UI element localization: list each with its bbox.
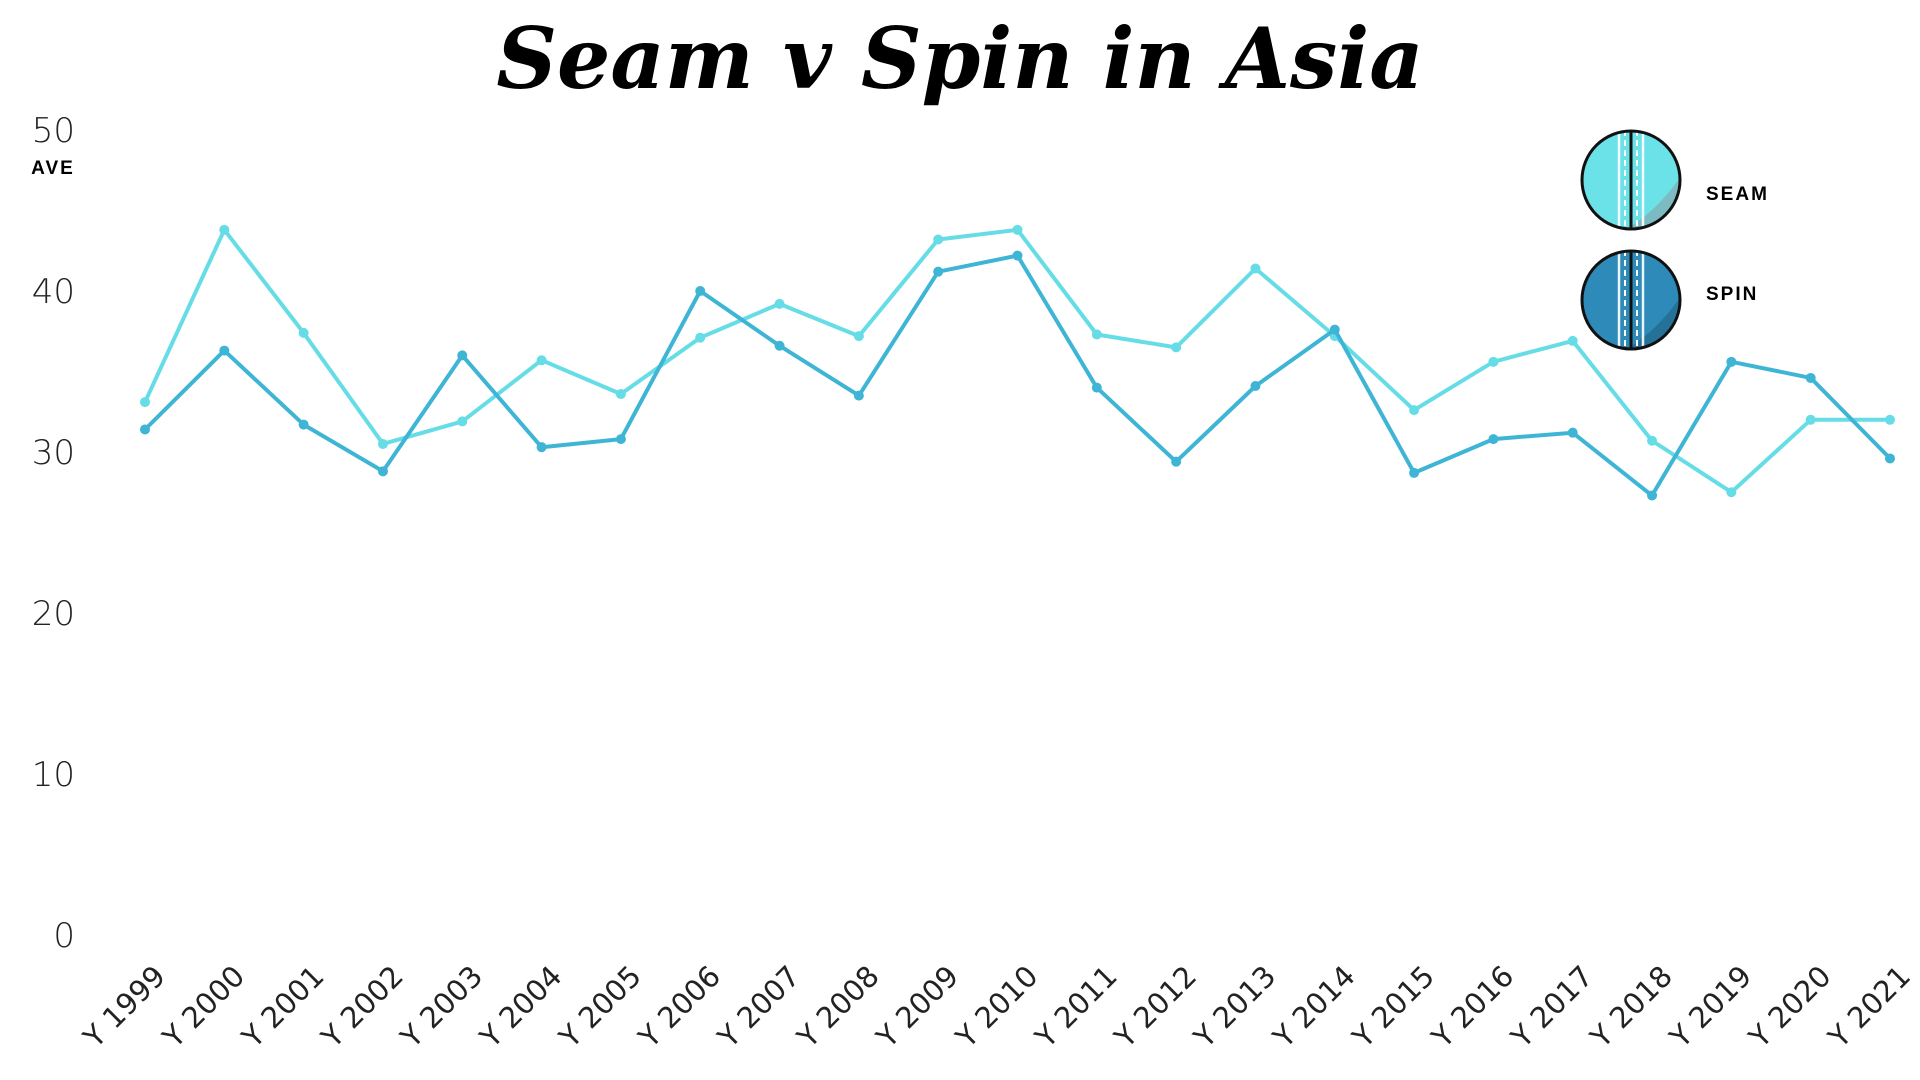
x-tick-label: Y 2001 <box>235 959 331 1055</box>
data-point-spin <box>1885 453 1895 464</box>
chart-title: Seam v Spin in Asia <box>496 9 1423 108</box>
data-point-spin <box>1647 490 1658 501</box>
data-point-spin <box>1567 427 1578 438</box>
spin-ball-icon <box>1580 249 1682 351</box>
x-tick-label: Y 2003 <box>393 959 489 1055</box>
data-point-spin <box>853 390 864 401</box>
x-tick-label: Y 2006 <box>631 959 727 1055</box>
x-tick-label: Y 2000 <box>155 959 251 1055</box>
data-point-spin <box>933 266 944 277</box>
data-point-spin <box>219 345 230 356</box>
data-point-seam <box>1409 405 1420 416</box>
x-tick-label: Y 2009 <box>869 959 965 1055</box>
data-point-seam <box>1488 356 1499 367</box>
data-point-seam <box>1567 335 1578 346</box>
data-point-seam <box>1647 435 1658 446</box>
x-tick-label: Y 2018 <box>1583 959 1679 1055</box>
data-point-seam <box>140 397 150 408</box>
y-axis-label: AVE <box>31 158 75 179</box>
x-tick-label: Y 2010 <box>948 959 1044 1055</box>
data-point-seam <box>1012 224 1023 235</box>
x-tick-label: Y 2012 <box>1107 959 1203 1055</box>
x-tick-label: Y 2004 <box>473 959 569 1055</box>
data-point-seam <box>1171 342 1182 353</box>
y-tick-label: 50 <box>32 111 75 151</box>
data-point-spin <box>695 286 706 296</box>
data-point-seam <box>615 389 626 400</box>
data-point-spin <box>1091 382 1102 393</box>
data-point-spin <box>615 434 626 445</box>
data-point-spin <box>298 419 309 430</box>
x-tick-label: Y 2011 <box>1028 959 1124 1055</box>
data-point-spin <box>774 340 785 351</box>
series-seam <box>140 224 1895 498</box>
x-tick-label: Y 2017 <box>1504 959 1600 1055</box>
legend: SEAM SPIN <box>1580 129 1769 351</box>
data-point-seam <box>774 298 785 309</box>
data-point-seam <box>1250 263 1261 274</box>
series-spin <box>140 250 1895 501</box>
data-point-seam <box>1805 414 1816 425</box>
data-point-spin <box>536 442 547 453</box>
y-tick-label: 10 <box>32 755 75 795</box>
x-tick-label: Y 2007 <box>711 959 807 1055</box>
data-point-spin <box>377 466 388 477</box>
legend-label-seam: SEAM <box>1706 184 1769 205</box>
data-point-spin <box>140 424 150 435</box>
y-axis-ticks: 0 10 20 30 40 50 <box>32 111 75 956</box>
data-point-spin <box>1409 467 1420 478</box>
data-point-seam <box>853 331 864 342</box>
x-tick-label: Y 2005 <box>552 959 648 1055</box>
data-point-spin <box>1805 372 1816 383</box>
data-point-seam <box>298 327 309 338</box>
data-point-seam <box>536 355 547 366</box>
x-tick-label: Y 2021 <box>1821 959 1917 1055</box>
data-point-seam <box>1726 487 1737 498</box>
x-tick-label: Y 2014 <box>1266 959 1362 1055</box>
data-point-seam <box>933 234 944 245</box>
data-point-seam <box>1885 414 1895 425</box>
y-tick-label: 20 <box>32 594 75 634</box>
data-point-spin <box>457 350 468 361</box>
x-tick-label: Y 2019 <box>1662 959 1758 1055</box>
data-point-spin <box>1171 456 1182 467</box>
data-point-seam <box>695 332 706 343</box>
x-tick-label: Y 2015 <box>1345 959 1441 1055</box>
series-layer <box>140 224 1895 501</box>
data-point-seam <box>457 416 468 427</box>
x-tick-label: Y 2008 <box>790 959 886 1055</box>
data-point-seam <box>219 224 230 235</box>
x-tick-label: Y 2013 <box>1186 959 1282 1055</box>
y-tick-label: 0 <box>53 916 75 956</box>
data-point-spin <box>1012 250 1023 261</box>
data-point-spin <box>1329 324 1340 335</box>
data-point-seam <box>377 438 388 449</box>
data-point-spin <box>1250 380 1261 391</box>
data-point-spin <box>1726 356 1737 367</box>
y-tick-label: 40 <box>32 272 75 312</box>
data-point-seam <box>1091 329 1102 340</box>
data-point-spin <box>1488 434 1499 445</box>
x-tick-label: Y 2002 <box>314 959 410 1055</box>
seam-ball-icon <box>1580 129 1682 231</box>
legend-label-spin: SPIN <box>1706 284 1758 305</box>
x-tick-label: Y 1999 <box>76 959 172 1055</box>
y-tick-label: 30 <box>32 433 75 473</box>
x-tick-label: Y 2020 <box>1742 959 1838 1055</box>
x-tick-label: Y 2016 <box>1424 959 1520 1055</box>
